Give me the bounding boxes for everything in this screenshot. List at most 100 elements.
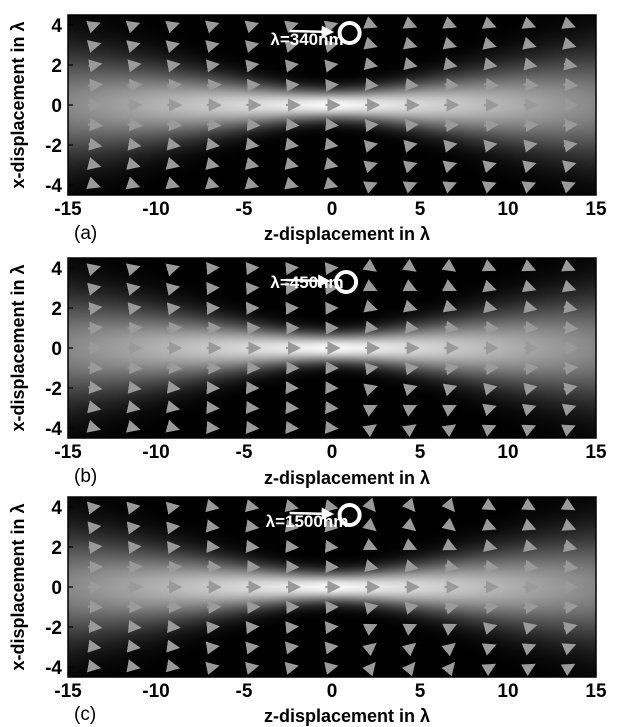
field-arrow <box>560 424 576 437</box>
field-arrow <box>482 36 497 50</box>
field-arrow <box>561 16 576 29</box>
field-arrow <box>362 258 378 272</box>
field-arrow <box>402 36 418 50</box>
field-arrow <box>523 601 539 615</box>
field-arrow <box>206 560 222 574</box>
y-tick-label: 0 <box>51 578 62 599</box>
field-arrow <box>563 139 578 153</box>
field-arrow <box>364 320 379 334</box>
field-arrow <box>482 160 497 174</box>
field-arrow <box>442 279 457 292</box>
field-arrow <box>166 380 181 394</box>
field-arrow <box>127 619 142 634</box>
field-arrow <box>402 424 417 438</box>
field-arrow <box>165 400 181 414</box>
field-arrow <box>404 601 419 615</box>
field-arrow <box>362 424 378 438</box>
field-arrow <box>165 282 181 296</box>
field-arrow <box>363 139 379 153</box>
particle-marker <box>337 21 362 45</box>
field-arrow <box>206 118 222 132</box>
field-arrow <box>244 20 260 34</box>
particle-marker <box>334 270 359 294</box>
field-arrow <box>127 540 142 555</box>
x-tick-label: -5 <box>236 681 253 702</box>
field-arrow <box>324 157 339 170</box>
field-arrow <box>246 78 261 92</box>
field-arrow <box>125 176 141 190</box>
field-arrow <box>403 57 418 71</box>
field-arrow <box>126 639 141 653</box>
field-arrow <box>204 20 220 34</box>
field-arrow <box>522 539 538 552</box>
field-arrow <box>444 601 459 615</box>
field-arrows <box>86 497 579 677</box>
field-arrow <box>521 403 537 417</box>
field-arrow <box>483 559 499 573</box>
field-arrow <box>285 117 300 132</box>
x-tick-label: 10 <box>497 199 518 220</box>
x-tick-label: 15 <box>585 681 607 702</box>
field-arrow <box>402 299 418 313</box>
field-arrow <box>165 263 180 277</box>
field-arrow <box>521 181 537 194</box>
field-arrow <box>563 601 579 615</box>
field-arrow <box>483 118 500 132</box>
field-arrow <box>560 663 576 676</box>
field-arrow <box>87 560 104 574</box>
field-arrow <box>166 619 181 633</box>
field-arrow <box>324 499 339 513</box>
x-tick-label: -10 <box>142 199 169 220</box>
particle-pointer-arrow <box>286 274 331 288</box>
field-arrow <box>442 160 458 174</box>
field-arrow <box>441 258 457 272</box>
y-tick-label: -4 <box>45 419 62 440</box>
field-arrow <box>401 642 417 657</box>
field-arrow <box>441 661 455 677</box>
field-arrow <box>441 424 457 438</box>
x-tick-label: 5 <box>415 199 426 220</box>
field-arrow <box>523 300 538 314</box>
field-arrow <box>285 539 299 553</box>
field-arrow <box>363 181 378 194</box>
wavelength-annotation: λ=1500nm <box>266 512 349 531</box>
field-arrow <box>481 497 497 511</box>
field-arrows <box>86 16 579 194</box>
field-arrow <box>364 559 379 573</box>
field-arrow <box>441 642 456 657</box>
field-arrow <box>362 538 378 551</box>
field-arrow <box>284 137 299 151</box>
field-arrow <box>364 362 379 376</box>
field-arrow <box>402 404 418 417</box>
field-arrow <box>443 139 458 153</box>
y-tick-label: 0 <box>51 339 62 360</box>
field-arrow <box>206 262 220 276</box>
field-arrow <box>562 539 578 553</box>
field-arrow <box>364 601 379 615</box>
field-arrow <box>521 16 537 29</box>
field-arrow <box>563 559 579 573</box>
field-arrow <box>442 538 457 551</box>
field-arrow <box>402 258 417 272</box>
field-arrow <box>523 559 539 573</box>
field-arrow <box>245 420 260 434</box>
field-arrow <box>521 663 536 676</box>
field-arrow <box>285 78 300 93</box>
field-arrow <box>165 501 181 515</box>
field-arrow <box>205 661 220 675</box>
field-arrow <box>87 400 102 414</box>
wavelength-annotation: λ=340nm <box>270 30 343 49</box>
field-arrow <box>206 281 220 296</box>
particle-marker <box>337 503 362 527</box>
field-arrow <box>126 282 141 296</box>
field-arrow <box>167 600 183 614</box>
field-arrow <box>442 383 458 397</box>
y-tick-label: 4 <box>51 259 62 280</box>
field-arrows <box>86 258 579 438</box>
field-arrow <box>206 539 220 554</box>
field-arrow <box>561 279 577 293</box>
field-arrow <box>205 157 220 170</box>
field-arrow <box>284 157 299 170</box>
field-arrow <box>481 259 497 272</box>
